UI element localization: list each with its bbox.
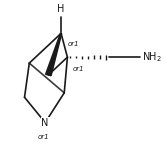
Text: H: H [57,4,65,14]
Text: or1: or1 [38,134,49,140]
Text: NH$_2$: NH$_2$ [142,50,162,64]
Text: N: N [42,118,49,128]
Polygon shape [46,33,62,76]
Text: or1: or1 [72,66,84,72]
Text: or1: or1 [67,41,79,47]
